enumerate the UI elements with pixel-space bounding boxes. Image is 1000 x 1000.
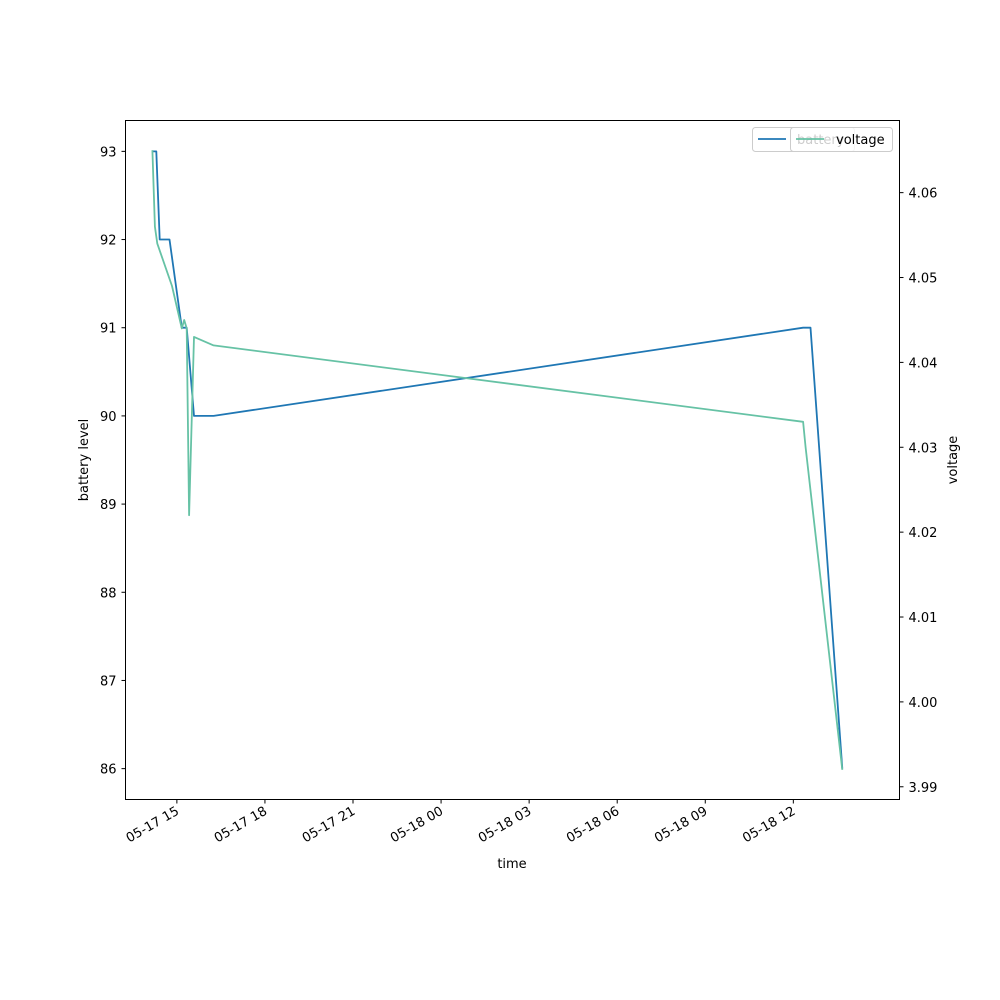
series-line-voltage — [151, 150, 844, 770]
legend-voltage-label: voltage — [836, 133, 885, 148]
y-right-tick-label: 4.05 — [909, 272, 938, 287]
y-left-tick-label: 91 — [100, 322, 117, 337]
y-right-tick-label: 4.03 — [909, 441, 938, 456]
y-left-tick-label: 86 — [100, 763, 117, 778]
y-right-tick-label: 4.01 — [909, 611, 938, 626]
y-left-tick-label: 88 — [100, 586, 117, 601]
y-right-tick-label: 4.04 — [909, 356, 938, 371]
y-axis-right: 3.99 4.00 4.01 4.02 4.03 4.04 4.05 4.06 — [899, 187, 938, 796]
x-tick-label: 05-17 15 — [124, 804, 182, 846]
plot-area — [151, 150, 844, 770]
y-axis-left-label: battery level — [77, 419, 92, 502]
y-axis-left: 86 87 88 89 90 91 92 93 — [100, 145, 126, 778]
y-right-tick-label: 4.02 — [909, 526, 938, 541]
x-tick-label: 05-18 03 — [476, 804, 534, 846]
plot-frame — [125, 120, 900, 800]
y-right-tick-label: 4.00 — [909, 696, 938, 711]
x-tick-label: 05-17 21 — [300, 804, 358, 846]
y-left-tick-label: 92 — [100, 234, 117, 249]
y-left-tick-label: 87 — [100, 674, 117, 689]
x-tick-label: 05-18 12 — [740, 804, 798, 846]
y-right-tick-label: 3.99 — [909, 781, 938, 796]
y-right-tick-label: 4.06 — [909, 187, 938, 202]
x-axis-label: time — [497, 857, 526, 872]
x-tick-label: 05-18 09 — [652, 804, 710, 846]
legend-voltage-box — [790, 127, 893, 152]
x-tick-label: 05-18 00 — [388, 804, 446, 846]
series-line-battery — [152, 150, 844, 769]
y-left-tick-label: 90 — [100, 410, 117, 425]
x-tick-label: 05-17 18 — [212, 804, 270, 846]
x-tick-label: 05-18 06 — [564, 804, 622, 846]
legend-voltage: voltage — [790, 127, 893, 152]
y-left-tick-label: 89 — [100, 498, 117, 513]
x-axis: 05-17 15 05-17 18 05-17 21 05-18 00 05-18 03… — [124, 799, 798, 846]
y-left-tick-label: 93 — [100, 145, 117, 160]
y-axis-right-label: voltage — [946, 436, 961, 485]
